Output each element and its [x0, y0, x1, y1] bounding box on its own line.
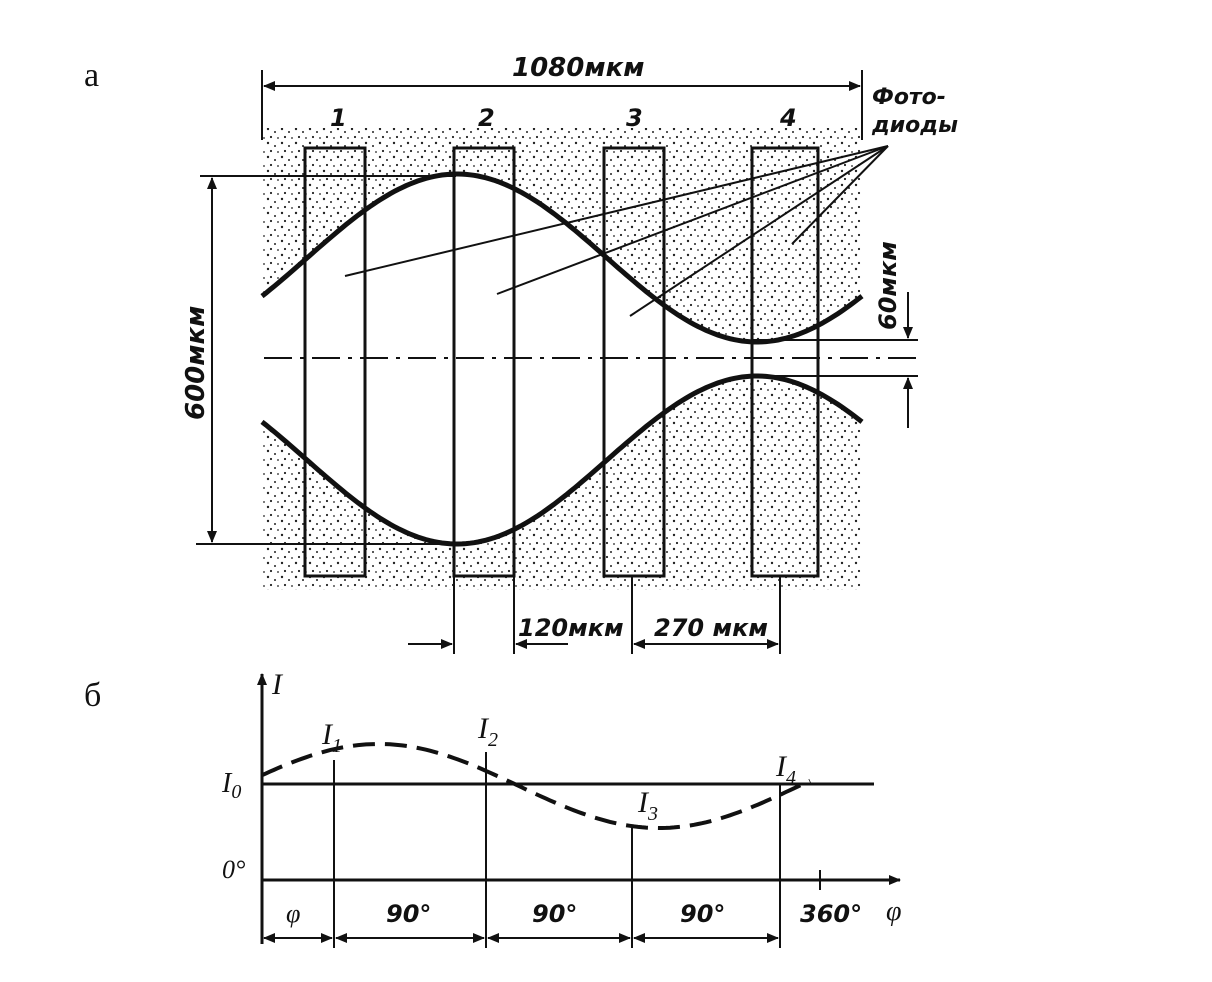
height-dimension-label: 600мкм: [181, 306, 211, 420]
diode-number-3: 3: [626, 104, 643, 132]
interval-label-90-a: 90°: [386, 900, 431, 928]
y-axis-label: I: [271, 668, 284, 701]
photodiodes-label-line2: диоды: [871, 113, 958, 138]
diode-number-2: 2: [478, 104, 495, 132]
spacing-label-270: 270 мкм: [654, 614, 768, 642]
origin-label: 0°: [222, 855, 245, 884]
panel-a-label: а: [84, 57, 99, 94]
interval-label-90-c: 90°: [680, 900, 725, 928]
width-dimension-label: 1080мкм: [512, 53, 645, 83]
photodiode-2: [454, 148, 514, 576]
photodiodes-label-line1: Фото-: [872, 85, 946, 110]
x-axis-label: φ: [886, 896, 902, 927]
upper-stipple-region: [262, 128, 862, 342]
interval-label-90-b: 90°: [532, 900, 577, 928]
gap-dimension-label: 60мкм: [874, 241, 902, 330]
interval-label-phi: φ: [286, 899, 300, 928]
panel-b-label: б: [84, 677, 101, 714]
lower-stipple-region: [262, 376, 862, 590]
point-label-i2: I2: [477, 712, 498, 751]
diode-number-4: 4: [779, 104, 797, 132]
spacing-label-120: 120мкм: [518, 614, 624, 642]
diode-number-1: 1: [330, 104, 347, 132]
interval-label-360: 360°: [800, 900, 862, 928]
intensity-curve: [262, 744, 810, 828]
point-label-i3: I3: [637, 786, 658, 825]
i0-label: I0: [221, 768, 241, 803]
